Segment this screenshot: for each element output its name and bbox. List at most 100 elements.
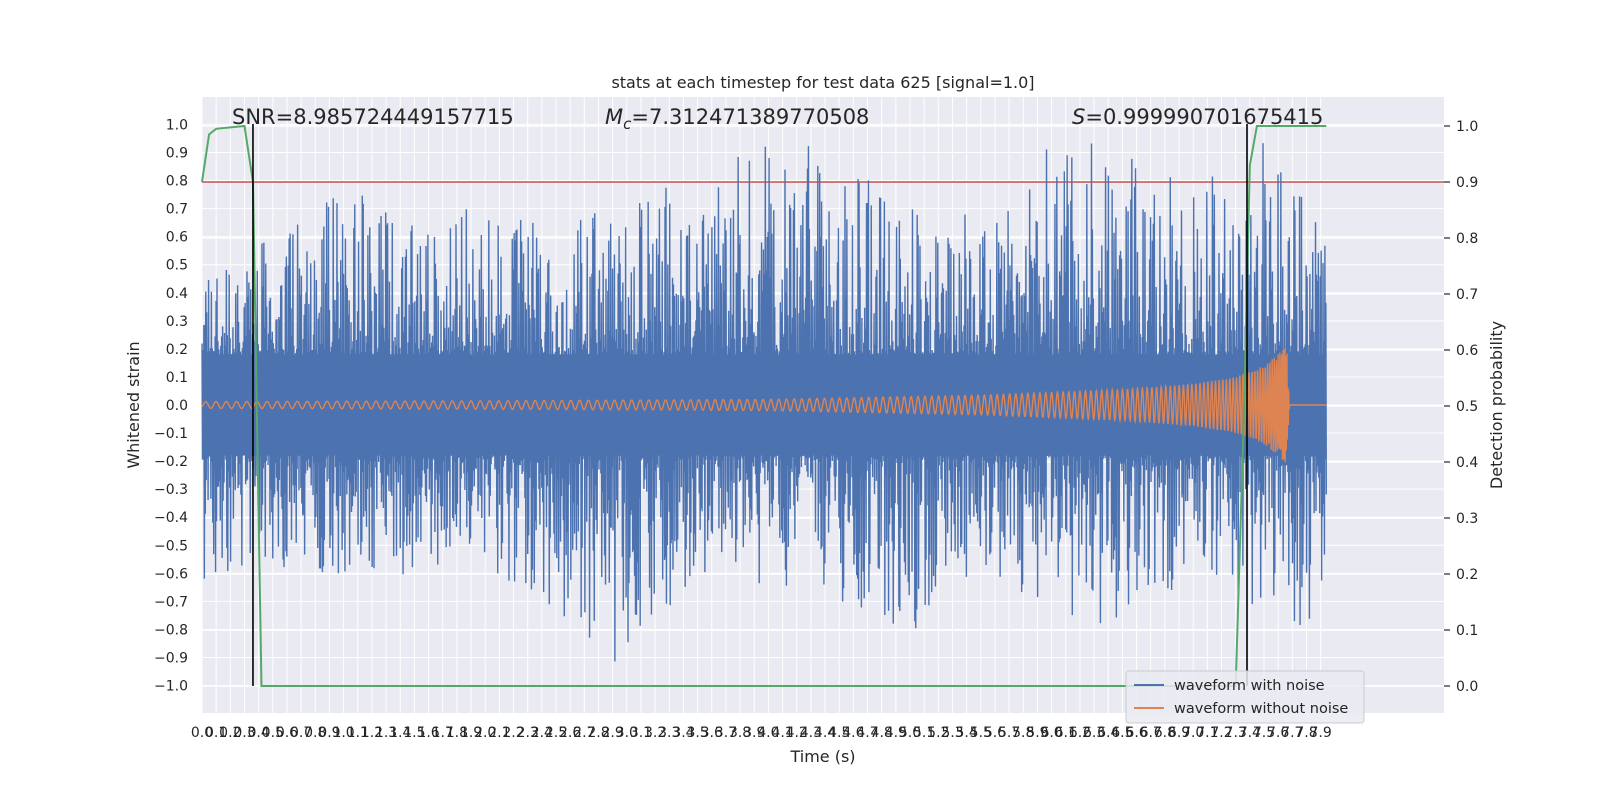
noisy-waveform-series [201,143,1327,662]
significance-symbol: S [1072,105,1085,129]
chirp-mass-value: =7.312471389770508 [631,105,869,129]
x-tick-label: 6.2 [1069,725,1091,741]
x-tick-label: 1.5 [403,725,425,741]
x-tick-label: 2.8 [587,725,609,741]
x-tick-label: 6.5 [1111,725,1133,741]
y2-tick-label: 0.9 [1456,175,1478,191]
x-tick-label: 2.2 [502,725,524,741]
x-tick-label: 6.4 [1097,725,1119,741]
left-axis-ticks: 1.0 0.9 0.8 0.7 0.6 0.5 0.4 0.3 0.2 0.1 0.0 −0.1 −0.… [154,117,188,694]
y2-tick-label: 0.4 [1456,455,1478,471]
x-tick-label: 7.9 [1310,725,1332,741]
y2-tick-label: 0.7 [1456,287,1478,303]
y2-tick-label: 0.5 [1456,399,1478,415]
y2-tick-label: 0.2 [1456,567,1478,583]
right-axis-ticks: 1.0 0.9 0.8 0.7 0.6 0.5 0.4 0.3 0.2 0.1 0.0 [1444,119,1478,695]
x-tick-label: 5.5 [970,725,992,741]
x-tick-label: 6.1 [1055,725,1077,741]
x-tick-label: 0.6 [276,725,298,741]
x-tick-label: 3.5 [686,725,708,741]
x-axis-ticks: 0.00.10.20.30.40.50.60.70.80.91.01.11.21… [191,725,1332,741]
x-tick-label: 3.2 [644,725,666,741]
x-tick-label: 5.6 [984,725,1006,741]
x-tick-label: 3.0 [616,725,638,741]
chart-title: stats at each timestep for test data 625… [611,73,1034,92]
x-tick-label: 1.6 [417,725,439,741]
x-tick-label: 4.7 [856,725,878,741]
legend-label-noisy: waveform with noise [1174,678,1325,694]
x-tick-label: 4.2 [786,725,808,741]
x-tick-label: 3.4 [672,725,694,741]
y2-tick-label: 0.3 [1456,511,1478,527]
x-tick-label: 1.8 [446,725,468,741]
y-tick-label: −0.6 [154,566,188,582]
significance-value: =0.999990701675415 [1085,105,1323,129]
x-tick-label: 0.5 [262,725,284,741]
chirp-mass-symbol: M [605,105,623,129]
x-tick-label: 1.4 [389,725,411,741]
x-tick-label: 0.8 [304,725,326,741]
x-tick-label: 6.9 [1168,725,1190,741]
significance-annotation: S=0.999990701675415 [1072,105,1323,129]
x-tick-label: 6.3 [1083,725,1105,741]
noisy-waveform-line [201,143,1327,662]
x-tick-label: 6.6 [1125,725,1147,741]
x-tick-label: 4.4 [814,725,836,741]
x-axis-title: Time (s) [789,747,855,766]
x-tick-label: 6.8 [1154,725,1176,741]
x-tick-label: 0.2 [219,725,241,741]
x-tick-label: 4.1 [771,725,793,741]
y2-tick-label: 0.0 [1456,679,1478,695]
y-tick-label: −0.8 [154,622,188,638]
x-tick-label: 2.0 [474,725,496,741]
y-tick-label: 0.7 [166,202,188,218]
y-tick-label: 0.8 [166,174,188,190]
x-tick-label: 4.6 [842,725,864,741]
y-axis-title: Whitened strain [124,341,143,468]
x-tick-label: 3.9 [743,725,765,741]
y-tick-label: 0.2 [166,342,188,358]
x-tick-label: 1.2 [361,725,383,741]
x-tick-label: 7.5 [1253,725,1275,741]
x-tick-label: 6.7 [1140,725,1162,741]
x-tick-label: 0.1 [205,725,227,741]
x-tick-label: 4.9 [885,725,907,741]
y-tick-label: 0.1 [166,370,188,386]
x-tick-label: 0.9 [318,725,340,741]
y2-tick-label: 0.6 [1456,343,1478,359]
x-tick-label: 5.9 [1026,725,1048,741]
x-tick-label: 5.4 [956,725,978,741]
chirp-mass-subscript: c [623,115,632,133]
y-tick-label: 0.0 [166,398,188,414]
y-tick-label: −1.0 [154,679,188,695]
x-tick-label: 7.3 [1225,725,1247,741]
x-tick-label: 4.3 [800,725,822,741]
x-tick-label: 5.2 [927,725,949,741]
x-tick-label: 4.0 [757,725,779,741]
x-tick-label: 2.4 [531,725,553,741]
x-tick-label: 1.3 [375,725,397,741]
y-tick-label: −0.9 [154,651,188,667]
legend-box [1125,670,1365,724]
x-tick-label: 5.0 [899,725,921,741]
y2-tick-label: 0.8 [1456,231,1478,247]
detection-probability-series [201,124,1327,687]
x-tick-label: 4.5 [828,725,850,741]
detection-markers [252,124,1248,686]
x-tick-label: 3.8 [729,725,751,741]
x-tick-label: 7.6 [1267,725,1289,741]
y-tick-label: −0.2 [154,454,188,470]
x-tick-label: 7.1 [1196,725,1218,741]
x-tick-label: 2.9 [602,725,624,741]
legend-label-clean: waveform without noise [1174,701,1348,717]
x-tick-label: 4.8 [871,725,893,741]
x-tick-label: 3.7 [715,725,737,741]
y-tick-label: 0.6 [166,230,188,246]
x-tick-label: 7.0 [1182,725,1204,741]
x-tick-label: 3.6 [701,725,723,741]
x-tick-label: 2.1 [488,725,510,741]
x-tick-label: 1.9 [460,725,482,741]
legend: waveform with noise waveform without noi… [1125,670,1365,724]
x-tick-label: 5.1 [913,725,935,741]
x-tick-label: 7.7 [1281,725,1303,741]
